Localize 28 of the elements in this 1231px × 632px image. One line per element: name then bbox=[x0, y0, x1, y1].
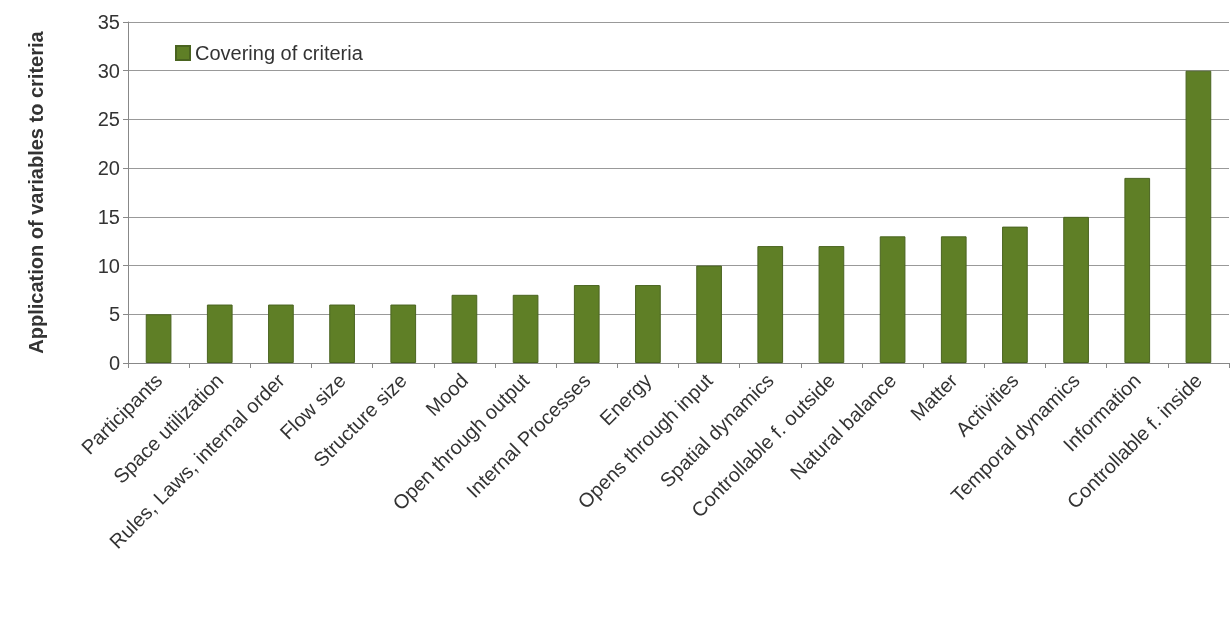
bar bbox=[1124, 177, 1151, 363]
bar bbox=[1002, 226, 1028, 363]
y-tick-label: 20 bbox=[97, 157, 120, 180]
bar bbox=[757, 246, 784, 363]
bar bbox=[879, 236, 906, 363]
y-tick-label: 25 bbox=[97, 108, 120, 131]
bar bbox=[512, 294, 539, 363]
y-tick-label: 10 bbox=[97, 254, 120, 277]
bar bbox=[635, 285, 661, 363]
bar bbox=[818, 246, 845, 363]
bar bbox=[696, 265, 722, 363]
bar bbox=[329, 304, 355, 363]
bar bbox=[573, 285, 600, 363]
y-tick-label: 0 bbox=[108, 352, 120, 374]
bar bbox=[1185, 70, 1212, 363]
bar bbox=[1063, 216, 1089, 363]
y-tick-label: 15 bbox=[97, 205, 120, 228]
y-tick-label: 5 bbox=[108, 303, 120, 326]
bar bbox=[451, 294, 478, 363]
y-tick-label: 30 bbox=[97, 59, 120, 82]
bar bbox=[145, 314, 172, 363]
bar bbox=[390, 304, 417, 363]
bar bbox=[268, 304, 294, 363]
bar bbox=[206, 304, 233, 363]
y-tick-label: 35 bbox=[97, 11, 120, 33]
legend-label: Covering of criteria bbox=[195, 42, 364, 64]
bar bbox=[940, 236, 967, 363]
y-axis-title: Application of variables to criteria bbox=[25, 30, 47, 354]
